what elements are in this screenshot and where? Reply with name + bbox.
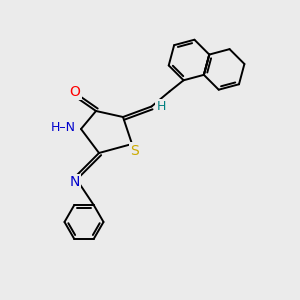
Text: O: O xyxy=(70,85,80,99)
Text: N: N xyxy=(70,176,80,189)
Text: S: S xyxy=(130,144,139,158)
Text: H–N: H–N xyxy=(51,121,76,134)
Text: H: H xyxy=(156,100,166,113)
